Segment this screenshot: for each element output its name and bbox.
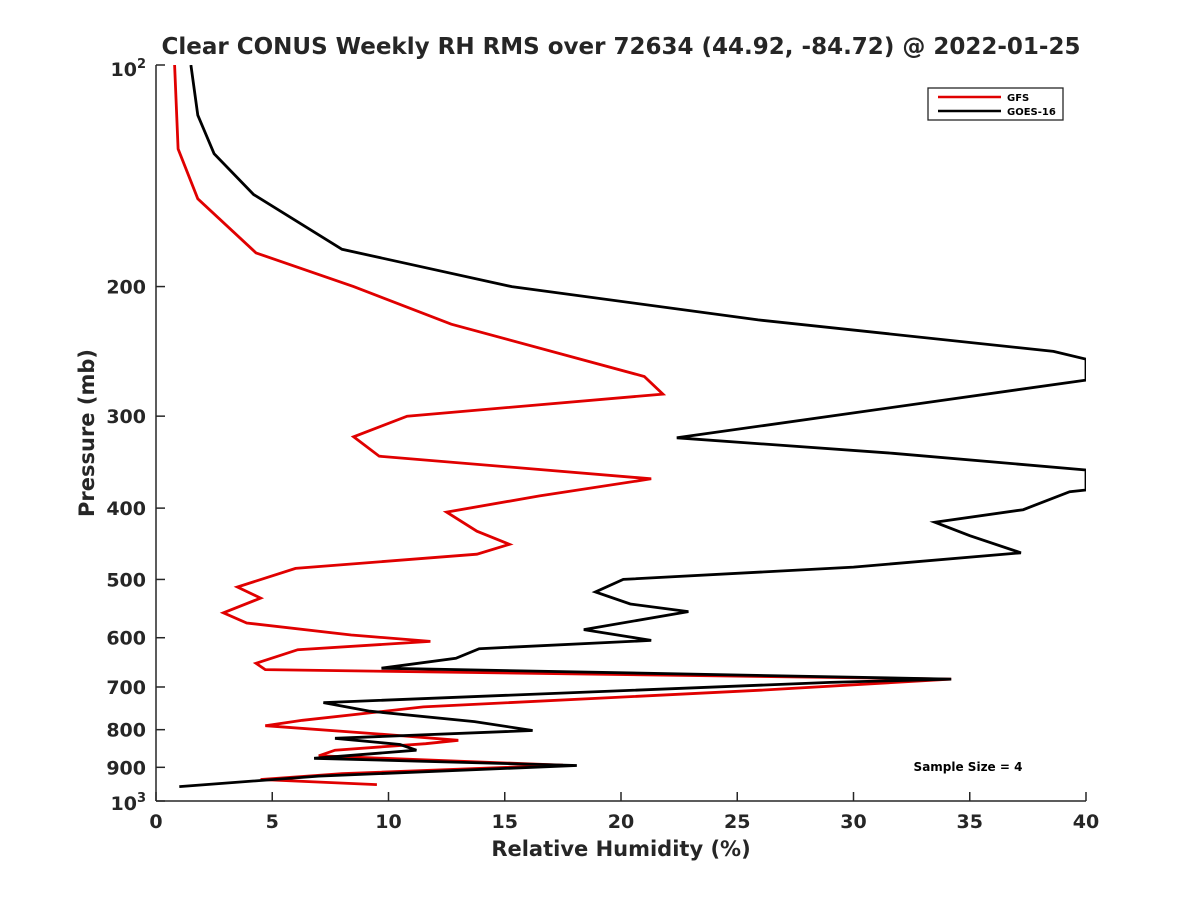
y-bottom-tick-base: 10	[111, 793, 137, 815]
y-tick-label: 200	[106, 277, 146, 299]
y-top-tick-label: 102	[111, 57, 147, 81]
y-tick-label: 300	[106, 406, 146, 428]
y-tick-label: 900	[106, 757, 146, 779]
chart-title: Clear CONUS Weekly RH RMS over 72634 (44…	[162, 34, 1081, 60]
y-tick-label: 500	[106, 569, 146, 591]
y-bottom-tick-exp: 3	[137, 791, 146, 806]
y-tick-label: 400	[106, 498, 146, 520]
series-line-gfs	[173, 65, 952, 786]
x-tick-label: 10	[375, 811, 401, 833]
y-top-tick-exp: 2	[137, 57, 146, 72]
x-tick-label: 0	[149, 811, 162, 833]
x-tick-label: 15	[492, 811, 518, 833]
y-tick-label: 600	[106, 628, 146, 650]
legend-box	[927, 87, 1064, 121]
x-tick-label: 40	[1073, 811, 1099, 833]
legend: GFS GOES-16	[927, 87, 1064, 121]
x-tick-label: 35	[957, 811, 983, 833]
y-axis-label: Pressure (mb)	[75, 349, 99, 517]
x-tick-label: 25	[724, 811, 750, 833]
x-axis-label: Relative Humidity (%)	[491, 837, 750, 861]
y-tick-label: 800	[106, 720, 146, 742]
x-tick-label: 5	[266, 811, 279, 833]
legend-label-goes16: GOES-16	[1007, 107, 1056, 118]
x-tick-label: 20	[608, 811, 634, 833]
y-tick-label: 700	[106, 677, 146, 699]
y-bottom-tick-label: 103	[111, 791, 147, 815]
x-tick-label: 30	[840, 811, 866, 833]
series-line-goes-16	[179, 65, 1086, 788]
sample-size-annotation: Sample Size = 4	[914, 760, 1023, 774]
y-top-tick-base: 10	[111, 59, 137, 81]
legend-label-gfs: GFS	[1007, 93, 1029, 104]
